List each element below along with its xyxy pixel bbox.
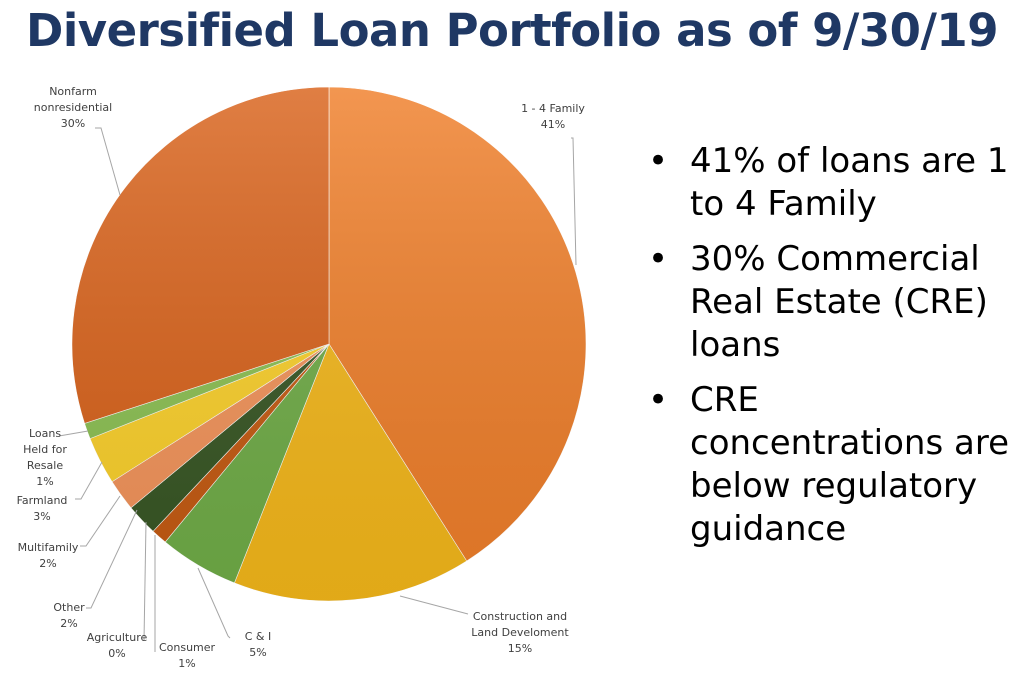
slice-category-label: C & I <box>245 630 272 643</box>
leader-line <box>80 495 121 547</box>
slice-category-label: Other <box>53 601 85 614</box>
slice-category-label: Nonfarm <box>49 85 97 98</box>
leader-line <box>95 127 121 196</box>
slice-value-label: 0% <box>108 647 125 660</box>
slice-category-label: Construction and <box>473 610 567 623</box>
slice-value-label: 30% <box>61 117 85 130</box>
leader-line <box>75 461 103 500</box>
slice-value-label: 2% <box>39 557 56 570</box>
slice-category-label: 1 - 4 Family <box>521 102 585 115</box>
slice-value-label: 5% <box>249 646 266 659</box>
bullet-list: 41% of loans are 1 to 4 Family 30% Comme… <box>648 140 1018 563</box>
slice-value-label: 2% <box>60 617 77 630</box>
bullet-item: 30% Commercial Real Estate (CRE) loans <box>648 238 1018 367</box>
leader-line <box>571 137 577 266</box>
leader-line <box>86 509 138 609</box>
slice-category-label: Agriculture <box>87 631 148 644</box>
slice-value-label: 1% <box>36 475 53 488</box>
bullet-item: 41% of loans are 1 to 4 Family <box>648 140 1018 226</box>
slice-category-label: nonresidential <box>34 101 112 114</box>
leader-line <box>58 430 89 437</box>
slice-value-label: 3% <box>33 510 50 523</box>
slice-category-label: Farmland <box>17 494 68 507</box>
leader-line <box>399 595 469 615</box>
slice-value-label: 1% <box>178 657 195 670</box>
slice-value-label: 41% <box>541 118 565 131</box>
slice-category-label: Land Develoment <box>471 626 569 639</box>
slice-category-label: Multifamily <box>18 541 79 554</box>
slice-category-label: Resale <box>27 459 63 472</box>
bullet-item: CRE concentrations are below regulatory … <box>648 379 1018 551</box>
slide-title: Diversified Loan Portfolio as of 9/30/19 <box>25 4 999 57</box>
slice-category-label: Consumer <box>159 641 216 654</box>
leader-line <box>197 567 231 639</box>
slice-value-label: 15% <box>508 642 532 655</box>
slice-category-label: Held for <box>23 443 67 456</box>
slice-category-label: Loans <box>29 427 61 440</box>
pie-shading <box>72 87 586 601</box>
leader-line <box>143 521 147 642</box>
